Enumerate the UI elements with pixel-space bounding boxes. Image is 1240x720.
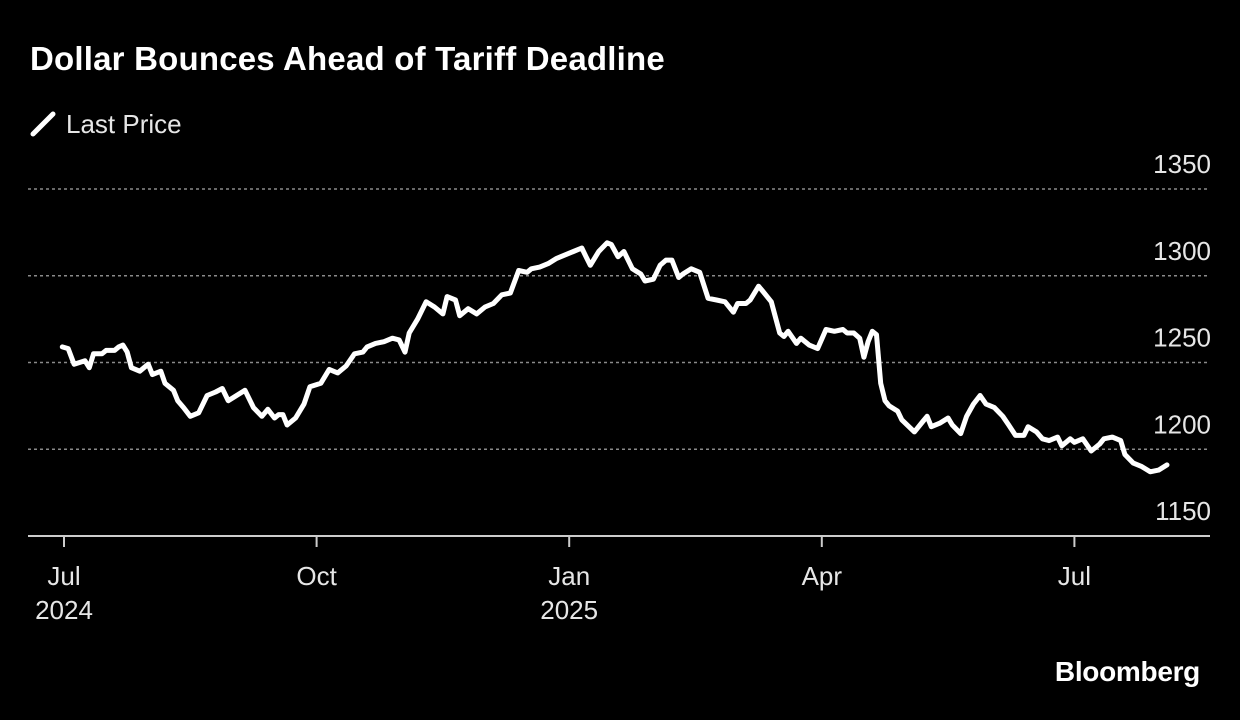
y-axis-tick-labels: 1150 1200 1250 1300 1350 <box>1153 149 1211 526</box>
x-axis-ticks: Jul 2024 Oct Jan 2025 Apr Jul <box>35 536 1091 625</box>
x-tick-label: Jul <box>47 561 80 591</box>
y-tick-label: 1300 <box>1153 236 1211 266</box>
x-tick-label: Apr <box>802 561 843 591</box>
x-tick-year-label: 2024 <box>35 595 93 625</box>
x-tick-year-label: 2025 <box>540 595 598 625</box>
chart-title: Dollar Bounces Ahead of Tariff Deadline <box>30 40 665 77</box>
legend-label-last-price: Last Price <box>66 108 182 139</box>
series-line-last-price <box>59 240 1170 475</box>
gridlines <box>28 188 1210 450</box>
legend-line-icon <box>30 111 56 137</box>
y-tick-label: 1350 <box>1153 149 1211 179</box>
x-tick-label: Jan <box>548 561 590 591</box>
legend: Last Price <box>30 106 182 142</box>
x-tick-label: Jul <box>1058 561 1091 591</box>
y-tick-label: 1200 <box>1153 409 1211 439</box>
source-logo: Bloomberg <box>1054 656 1200 687</box>
y-tick-label: 1250 <box>1153 323 1211 353</box>
y-tick-label: 1150 <box>1155 496 1211 526</box>
x-tick-label: Oct <box>296 561 337 591</box>
